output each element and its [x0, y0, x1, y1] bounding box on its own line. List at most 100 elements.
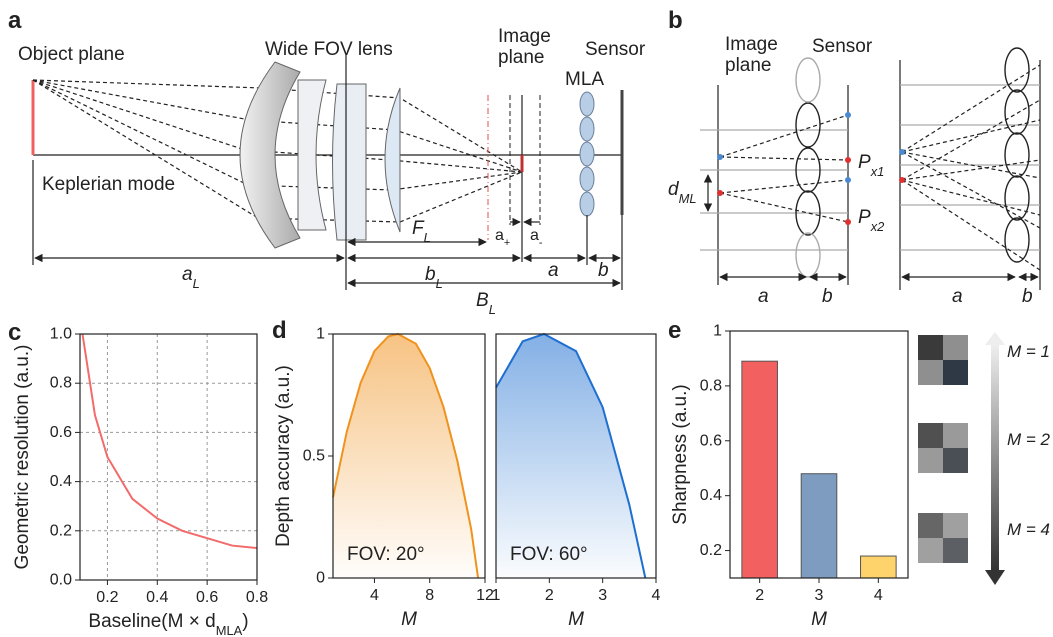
x-tick-label: 0.8	[246, 589, 268, 606]
x-tick-label: 0.4	[146, 589, 168, 606]
mla-diagram	[700, 47, 1041, 290]
dimension-label: BL	[476, 290, 496, 317]
x-axis-label: M	[811, 609, 827, 630]
dimension-label-sub: L	[489, 302, 496, 317]
x-tick-label: 4	[874, 587, 883, 604]
diagram-label-line: Image	[725, 34, 778, 55]
line	[495, 332, 647, 579]
diagram-label: Keplerian mode	[42, 174, 175, 195]
x-tick-label: 2	[545, 587, 554, 604]
x-tick-label: 4	[370, 587, 379, 604]
diagram-label-line: Image	[498, 26, 551, 47]
dimension-label-sub: +	[504, 237, 510, 249]
plot-frame	[332, 333, 486, 579]
bar	[800, 473, 838, 579]
diagram-label-line: plane	[725, 55, 772, 76]
diagram-label-sub: x2	[870, 219, 885, 234]
sample-images	[918, 332, 1005, 585]
y-tick-label: 0.4	[50, 473, 72, 490]
plot-frame	[729, 330, 909, 579]
x-axis-label-sub: MLA	[216, 623, 243, 637]
dimension-label-sub: -	[539, 237, 543, 249]
y-tick-label: 0	[316, 570, 325, 587]
y-tick-label: 0.2	[700, 542, 722, 559]
diagram-label-sub: ML	[679, 191, 697, 206]
dimension-label-sub: L	[436, 276, 443, 291]
image-label: M = 4	[1007, 520, 1050, 539]
diagram-label: Object plane	[18, 44, 125, 65]
x-axis-label: M	[568, 609, 584, 630]
diagram-label: Image plane	[498, 26, 551, 68]
y-tick-label: 0.0	[50, 572, 72, 589]
dimension-label: a	[548, 260, 559, 281]
dimension-label: a	[952, 286, 963, 307]
area-fill	[333, 334, 479, 578]
dimension-label: b	[822, 286, 833, 307]
diagram-label-main: P	[858, 152, 871, 173]
y-tick-label: 0.4	[700, 487, 722, 504]
annotation: FOV: 60°	[510, 544, 588, 565]
dimension-label-main: F	[412, 218, 425, 239]
y-tick-label: 0.2	[50, 522, 72, 539]
dimension-label: FL	[412, 218, 431, 245]
x-tick-label: 4	[652, 587, 661, 604]
y-axis-label: Depth accuracy (a.u.)	[273, 365, 294, 547]
y-tick-label: 0.6	[700, 432, 722, 449]
image-label: M = 1	[1007, 342, 1050, 361]
x-axis-label: M	[401, 609, 417, 630]
y-tick-label: 0.5	[303, 448, 325, 465]
diagram-label: MLA	[565, 69, 604, 90]
x-tick-label: 0.2	[96, 589, 118, 606]
area-fill	[496, 334, 646, 578]
x-tick-label: 12	[476, 587, 494, 604]
y-tick-label: 0.8	[50, 375, 72, 392]
dimension-label: a+	[495, 227, 510, 249]
dimension-label: aL	[182, 264, 200, 291]
diagram-label-main: d	[668, 179, 680, 200]
diagram-label: Sensor	[812, 36, 873, 57]
x-tick-label: 0.6	[196, 589, 218, 606]
y-tick-label: 1.0	[50, 326, 72, 343]
dimension-label-main: a	[182, 264, 193, 285]
x-tick-label: 8	[425, 587, 434, 604]
x-axis-label-main: Baseline(M × d	[88, 611, 215, 632]
diagram-label: Image plane	[725, 34, 778, 76]
x-tick-label: 1	[492, 587, 501, 604]
x-tick-label: 3	[598, 587, 607, 604]
panel-label: e	[668, 317, 681, 344]
plot-frame	[495, 333, 657, 579]
diagram-label: Sensor	[585, 39, 646, 60]
dimension-label-main: a	[495, 227, 504, 244]
diagram-label: Px2	[858, 207, 884, 234]
bar	[860, 555, 897, 579]
dimension-label: b	[598, 260, 609, 281]
y-tick-label: 1	[713, 323, 722, 340]
y-tick-label: 0.6	[50, 424, 72, 441]
x-tick-label: 2	[755, 587, 764, 604]
dimension-label-main: a	[530, 227, 539, 244]
image-label: M = 2	[1007, 430, 1051, 449]
dimension-label: a-	[530, 227, 543, 249]
dimension-label-main: B	[476, 290, 489, 311]
panel-label: d	[272, 317, 287, 344]
dimension-label-sub: L	[193, 276, 200, 291]
panel-label: b	[668, 7, 683, 34]
diagram-label-main: P	[858, 207, 871, 228]
diagram-label-line: plane	[498, 47, 545, 68]
dimension-label: bL	[425, 264, 443, 291]
y-tick-label: 0.8	[700, 377, 722, 394]
line	[81, 333, 258, 550]
x-axis-label-end: )	[242, 611, 248, 632]
diagram-label: Wide FOV lens	[265, 39, 393, 60]
dimension-label-sub: L	[424, 230, 431, 245]
diagram-label: Px1	[858, 152, 884, 179]
y-tick-label: 1	[316, 326, 325, 343]
y-axis-label: Sharpness (a.u.)	[670, 384, 691, 524]
line	[332, 332, 480, 579]
x-tick-label: 3	[815, 587, 824, 604]
panel-label: a	[8, 7, 22, 34]
dimension-label-main: b	[425, 264, 436, 285]
x-axis-label: Baseline(M × dMLA)	[88, 611, 248, 637]
optics-diagram	[31, 55, 624, 290]
bar	[741, 360, 778, 579]
